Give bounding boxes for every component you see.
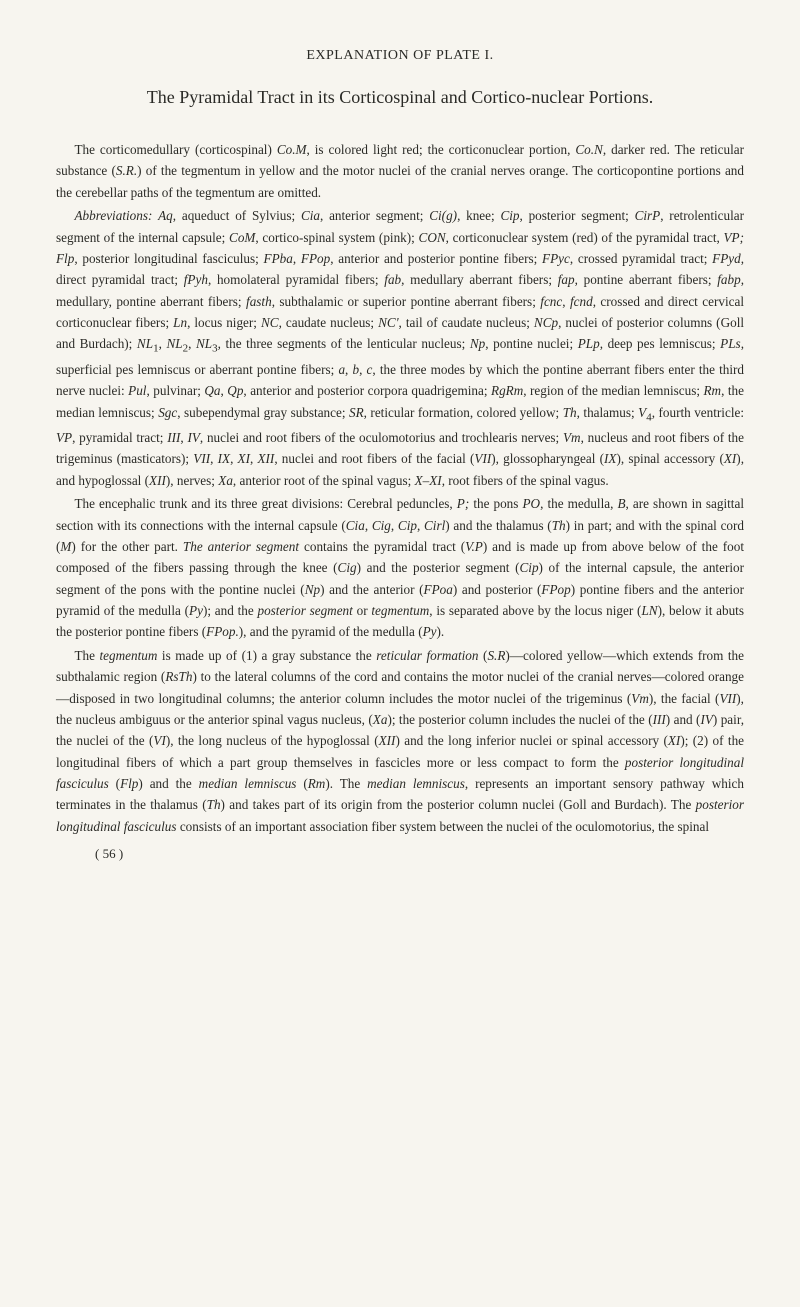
plate-title: EXPLANATION OF PLATE I. [56,48,744,64]
body-text: The corticomedullary (corticospinal) Co.… [56,139,744,864]
paragraph-1: The corticomedullary (corticospinal) Co.… [56,139,744,203]
paragraph-4: The tegmentum is made up of (1) a gray s… [56,645,744,837]
page-number: ( 56 ) [56,843,744,864]
paragraph-3: The encephalic trunk and its three great… [56,493,744,643]
main-title: The Pyramidal Tract in its Corticospinal… [56,84,744,111]
paragraph-2: Abbreviations: Aq, aqueduct of Sylvius; … [56,205,744,491]
